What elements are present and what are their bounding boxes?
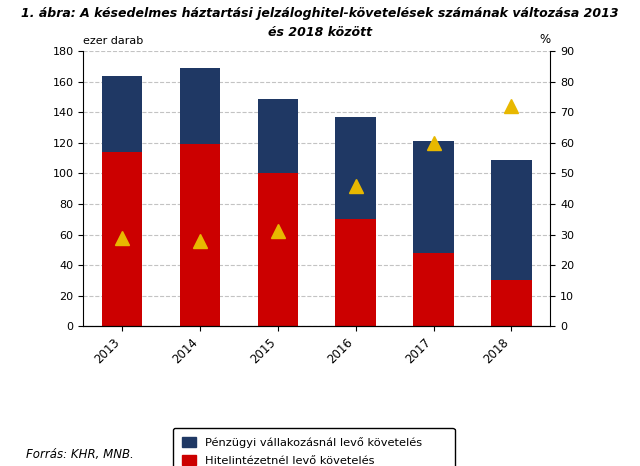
Bar [102, 75, 142, 152]
Bar [413, 253, 454, 326]
Text: ezer darab: ezer darab [83, 36, 143, 46]
Bar [180, 144, 220, 326]
Bar [335, 219, 376, 326]
Bar [492, 160, 532, 281]
Legend: Pénzügyi vállakozásnál levő követelés, Hitelintézetnél levő követelés, Pénzügyi : Pénzügyi vállakozásnál levő követelés, H… [173, 428, 454, 466]
Bar [180, 68, 220, 144]
Bar [258, 99, 298, 173]
Bar [413, 141, 454, 253]
Text: Forrás: KHR, MNB.: Forrás: KHR, MNB. [26, 448, 133, 461]
Text: és 2018 között: és 2018 között [268, 26, 372, 39]
Bar [102, 152, 142, 326]
Text: 1. ábra: A késedelmes háztartási jelzáloghitel-követelések számának változása 20: 1. ábra: A késedelmes háztartási jelzálo… [21, 7, 619, 20]
Bar [492, 281, 532, 326]
Bar [335, 117, 376, 219]
Bar [258, 173, 298, 326]
Text: %: % [540, 33, 550, 46]
